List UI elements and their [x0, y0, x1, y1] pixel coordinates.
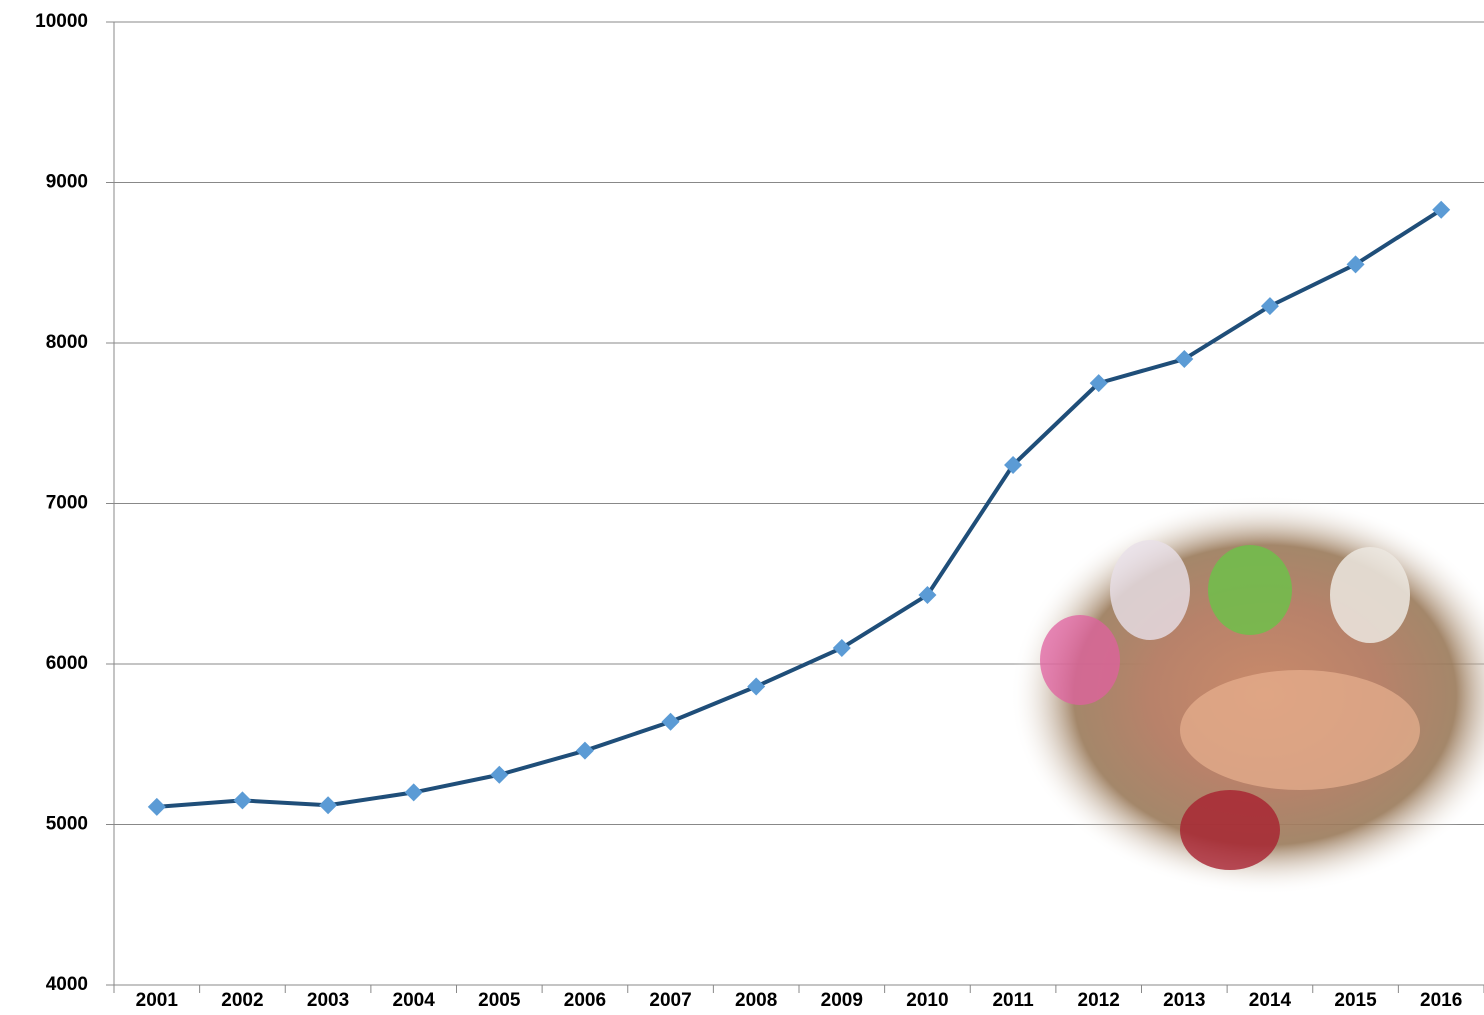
x-tick-label: 2013: [1163, 990, 1205, 1011]
y-tick-label: 9000: [46, 172, 88, 193]
marker: [148, 798, 166, 816]
x-tick-label: 2007: [649, 990, 691, 1011]
marker: [233, 791, 251, 809]
x-tick-label: 2015: [1334, 990, 1377, 1011]
x-tick-label: 2012: [1078, 990, 1120, 1011]
page: 4000 5000 6000 7000 8000 9000 10000 2001 2002 20…: [0, 0, 1484, 1015]
x-tick-label: 2004: [393, 990, 436, 1011]
photo: [1010, 495, 1484, 895]
y-tick-label: 4000: [46, 974, 88, 995]
x-tick-label: 2010: [906, 990, 948, 1011]
photo-figure: [1180, 670, 1420, 790]
photo-figure: [1330, 547, 1410, 643]
y-tick-label: 6000: [46, 653, 88, 674]
y-tick-label: 10000: [35, 11, 88, 32]
marker: [576, 742, 594, 760]
marker: [319, 796, 337, 814]
photo-figure: [1040, 615, 1120, 705]
chart: 4000 5000 6000 7000 8000 9000 10000 2001 2002 20…: [0, 0, 1484, 1015]
marker: [1175, 350, 1193, 368]
marker: [662, 713, 680, 731]
x-tick-label: 2008: [735, 990, 777, 1011]
marker: [405, 783, 423, 801]
marker: [1261, 297, 1279, 315]
x-tick-label: 2005: [478, 990, 521, 1011]
marker: [833, 639, 851, 657]
y-tick-label: 8000: [46, 332, 88, 353]
marker: [490, 766, 508, 784]
x-tick-label: 2006: [564, 990, 606, 1011]
x-tick-label: 2014: [1249, 990, 1292, 1011]
x-tick-label: 2003: [307, 990, 349, 1011]
x-tick-label: 2001: [136, 990, 179, 1011]
x-tick-label: 2009: [821, 990, 863, 1011]
marker: [747, 677, 765, 695]
photo-figure: [1208, 545, 1292, 635]
photo-figure: [1110, 540, 1190, 640]
y-tick-label: 5000: [46, 814, 88, 835]
x-tick-label: 2011: [992, 990, 1034, 1011]
x-tick-label: 2016: [1420, 990, 1462, 1011]
photo-figure: [1180, 790, 1280, 870]
y-tick-label: 7000: [46, 493, 88, 514]
x-tick-label: 2002: [221, 990, 263, 1011]
